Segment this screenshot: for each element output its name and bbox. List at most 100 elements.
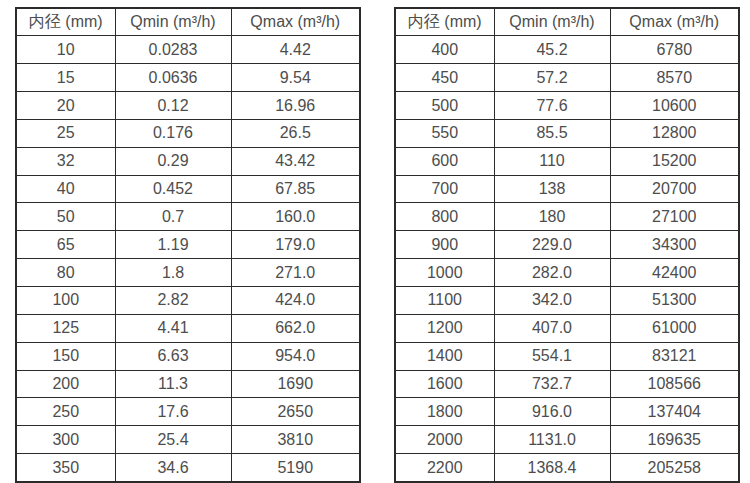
table-row: 20011.31690 bbox=[16, 370, 360, 398]
table-body: 40045.2678045057.2857050077.61060055085.… bbox=[395, 36, 739, 482]
data-cell: 160.0 bbox=[231, 203, 360, 231]
data-cell: 26.5 bbox=[231, 119, 360, 147]
data-cell: 1368.4 bbox=[494, 454, 610, 482]
table-row: 35034.65190 bbox=[16, 454, 360, 482]
data-cell: 43.42 bbox=[231, 147, 360, 175]
table-row: 70013820700 bbox=[395, 175, 739, 203]
data-cell: 45.2 bbox=[494, 36, 610, 64]
data-cell: 229.0 bbox=[494, 231, 610, 259]
data-cell: 2.82 bbox=[115, 286, 231, 314]
data-cell: 180 bbox=[494, 203, 610, 231]
flow-table-right: 内径 (mm)Qmin (m³/h)Qmax (m³/h) 40045.2678… bbox=[394, 7, 740, 483]
data-cell: 110 bbox=[494, 147, 610, 175]
data-cell: 662.0 bbox=[231, 314, 360, 342]
data-cell: 15 bbox=[16, 64, 115, 92]
data-cell: 271.0 bbox=[231, 259, 360, 287]
table-row: 1800916.0137404 bbox=[395, 398, 739, 426]
data-cell: 300 bbox=[16, 426, 115, 454]
data-cell: 137404 bbox=[610, 398, 739, 426]
data-cell: 65 bbox=[16, 231, 115, 259]
data-cell: 732.7 bbox=[494, 370, 610, 398]
data-cell: 6780 bbox=[610, 36, 739, 64]
flow-table-left: 内径 (mm)Qmin (m³/h)Qmax (m³/h) 100.02834.… bbox=[15, 7, 361, 483]
data-cell: 2000 bbox=[395, 426, 494, 454]
header-row: 内径 (mm)Qmin (m³/h)Qmax (m³/h) bbox=[395, 8, 739, 36]
table-row: 50077.610600 bbox=[395, 92, 739, 120]
table-row: 100.02834.42 bbox=[16, 36, 360, 64]
table-row: 22001368.4205258 bbox=[395, 454, 739, 482]
data-cell: 954.0 bbox=[231, 342, 360, 370]
table-row: 320.2943.42 bbox=[16, 147, 360, 175]
data-cell: 282.0 bbox=[494, 259, 610, 287]
data-cell: 80 bbox=[16, 259, 115, 287]
data-cell: 0.7 bbox=[115, 203, 231, 231]
data-cell: 0.452 bbox=[115, 175, 231, 203]
data-cell: 800 bbox=[395, 203, 494, 231]
data-cell: 42400 bbox=[610, 259, 739, 287]
table-row: 801.8271.0 bbox=[16, 259, 360, 287]
data-cell: 1100 bbox=[395, 286, 494, 314]
data-cell: 27100 bbox=[610, 203, 739, 231]
data-cell: 179.0 bbox=[231, 231, 360, 259]
data-cell: 10 bbox=[16, 36, 115, 64]
data-cell: 2200 bbox=[395, 454, 494, 482]
table-row: 1254.41662.0 bbox=[16, 314, 360, 342]
data-cell: 1.19 bbox=[115, 231, 231, 259]
data-cell: 15200 bbox=[610, 147, 739, 175]
data-cell: 61000 bbox=[610, 314, 739, 342]
data-cell: 150 bbox=[16, 342, 115, 370]
data-cell: 25 bbox=[16, 119, 115, 147]
header-cell: Qmax (m³/h) bbox=[610, 8, 739, 36]
table-row: 250.17626.5 bbox=[16, 119, 360, 147]
data-cell: 25.4 bbox=[115, 426, 231, 454]
data-cell: 0.0283 bbox=[115, 36, 231, 64]
data-cell: 17.6 bbox=[115, 398, 231, 426]
data-cell: 85.5 bbox=[494, 119, 610, 147]
data-cell: 550 bbox=[395, 119, 494, 147]
data-cell: 0.12 bbox=[115, 92, 231, 120]
data-cell: 4.41 bbox=[115, 314, 231, 342]
table-row: 25017.62650 bbox=[16, 398, 360, 426]
table-row: 30025.43810 bbox=[16, 426, 360, 454]
table-row: 80018027100 bbox=[395, 203, 739, 231]
table-header: 内径 (mm)Qmin (m³/h)Qmax (m³/h) bbox=[395, 8, 739, 36]
data-cell: 1690 bbox=[231, 370, 360, 398]
data-cell: 1600 bbox=[395, 370, 494, 398]
data-cell: 169635 bbox=[610, 426, 739, 454]
data-cell: 4.42 bbox=[231, 36, 360, 64]
table-row: 55085.512800 bbox=[395, 119, 739, 147]
data-cell: 1200 bbox=[395, 314, 494, 342]
data-cell: 424.0 bbox=[231, 286, 360, 314]
data-cell: 9.54 bbox=[231, 64, 360, 92]
data-cell: 77.6 bbox=[494, 92, 610, 120]
table-row: 40045.26780 bbox=[395, 36, 739, 64]
table-row: 400.45267.85 bbox=[16, 175, 360, 203]
table-row: 150.06369.54 bbox=[16, 64, 360, 92]
data-cell: 34.6 bbox=[115, 454, 231, 482]
header-cell: Qmin (m³/h) bbox=[494, 8, 610, 36]
data-cell: 8570 bbox=[610, 64, 739, 92]
data-cell: 51300 bbox=[610, 286, 739, 314]
header-row: 内径 (mm)Qmin (m³/h)Qmax (m³/h) bbox=[16, 8, 360, 36]
table-row: 900229.034300 bbox=[395, 231, 739, 259]
data-cell: 400 bbox=[395, 36, 494, 64]
table-header: 内径 (mm)Qmin (m³/h)Qmax (m³/h) bbox=[16, 8, 360, 36]
data-cell: 34300 bbox=[610, 231, 739, 259]
data-cell: 600 bbox=[395, 147, 494, 175]
data-cell: 0.0636 bbox=[115, 64, 231, 92]
table-row: 1100342.051300 bbox=[395, 286, 739, 314]
data-cell: 1800 bbox=[395, 398, 494, 426]
data-cell: 554.1 bbox=[494, 342, 610, 370]
data-cell: 125 bbox=[16, 314, 115, 342]
table-row: 1400554.183121 bbox=[395, 342, 739, 370]
header-cell: Qmin (m³/h) bbox=[115, 8, 231, 36]
table-row: 20001131.0169635 bbox=[395, 426, 739, 454]
data-cell: 1000 bbox=[395, 259, 494, 287]
table-row: 651.19179.0 bbox=[16, 231, 360, 259]
data-cell: 20 bbox=[16, 92, 115, 120]
data-cell: 350 bbox=[16, 454, 115, 482]
page: 内径 (mm)Qmin (m³/h)Qmax (m³/h) 100.02834.… bbox=[0, 0, 750, 483]
data-cell: 83121 bbox=[610, 342, 739, 370]
header-cell: 内径 (mm) bbox=[16, 8, 115, 36]
data-cell: 11.3 bbox=[115, 370, 231, 398]
